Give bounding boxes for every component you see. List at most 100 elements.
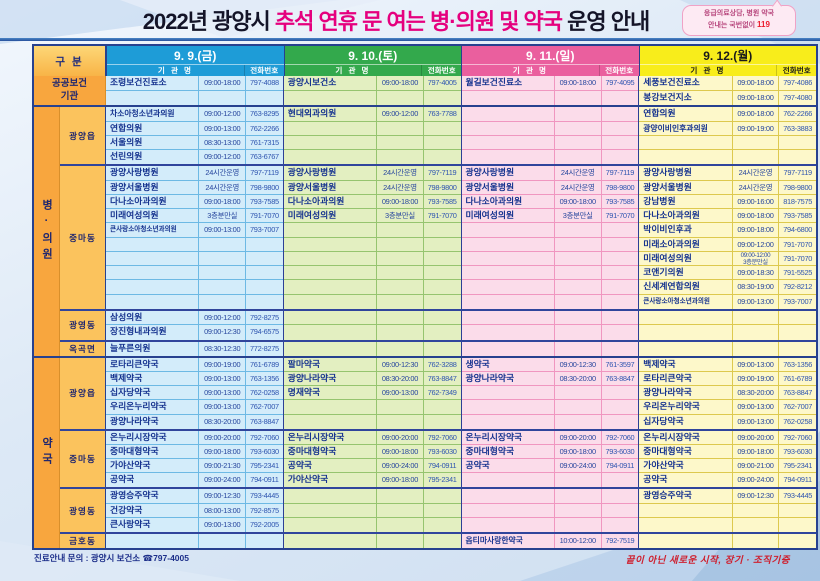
time-cell: 09:00-12:00 3층분만실 — [731, 251, 779, 267]
phone-cell: 794-6575 — [245, 325, 283, 340]
time-cell — [553, 325, 601, 340]
phone-cell — [778, 150, 816, 165]
phone-cell — [422, 237, 461, 252]
phone-cell: 763-8847 — [778, 386, 816, 401]
day-cells-4: 로타리큰약국 09:00-19:00 761-6789 — [638, 372, 816, 387]
group-rows: 광영승주약국 09:00-12:30 793-4445 광영승주약국 09:00-12:… — [106, 489, 816, 532]
day-cells-2: 광양사랑병원 24시간운영 797-7119 — [282, 166, 461, 181]
day-cells-2: 광양나라약국 08:30-20:00 763-8847 — [282, 372, 461, 387]
org-name-cell: 건강약국 — [106, 503, 199, 518]
org-name-cell: 미래여성의원 — [283, 209, 377, 224]
day-cells-2 — [282, 251, 461, 267]
org-name-header: 기 관 명 — [512, 66, 549, 75]
org-name-cell: 다나소아과의원 — [461, 194, 554, 210]
day-cells-2 — [282, 266, 461, 281]
phone-cell — [778, 311, 816, 326]
day-cells-1: 선린의원 09:00-12:00 763-6767 — [106, 150, 283, 165]
time-cell: 24시간운영 — [731, 180, 779, 195]
phone-cell: 797-7119 — [600, 166, 639, 181]
phone-cell — [600, 517, 639, 532]
table-row: 큰사랑소아청소년과의원 09:00-13:00 793-7007 박이비인후과 09:0… — [106, 223, 816, 238]
time-cell — [553, 414, 601, 429]
time-cell: 09:00-18:00 — [731, 90, 779, 106]
time-cell: 09:00-19:00 — [198, 357, 246, 373]
org-name-cell — [283, 223, 377, 238]
time-cell: 24시간운영 — [198, 180, 246, 195]
day-cells-4: 광양서울병원 24시간운영 798-9800 — [638, 180, 816, 195]
org-name-cell: 가야산약국 — [106, 459, 199, 474]
time-cell: 3층분만실 — [553, 209, 601, 224]
group-rows: 옵티마사랑한약국 10:00-12:00 792-7519 — [106, 533, 816, 548]
phone-cell — [600, 266, 639, 281]
phone-cell: 791-7070 — [600, 209, 639, 224]
phone-cell: 797-4095 — [600, 76, 639, 91]
org-name-cell: 광양서울병원 — [639, 180, 732, 195]
day-cells-3: 옵티마사랑한약국 10:00-12:00 792-7519 — [460, 533, 639, 548]
day-cells-1: 광양나라약국 08:30-20:00 763-8847 — [106, 414, 283, 429]
phone-cell: 794-0911 — [422, 459, 461, 474]
day-cells-2 — [282, 223, 461, 238]
day-cells-4: 우리온누리약국 09:00-13:00 762-7007 — [638, 400, 816, 415]
org-name-cell: 다나소아과의원 — [106, 194, 199, 210]
time-cell: 09:00-13:00 — [376, 386, 423, 401]
table-row: 조령보건진료소 09:00-18:00 797-4088 광양시보건소 09:00-18… — [106, 76, 816, 91]
table-row: 광양나라약국 08:30-20:00 763-8847 십자당약국 09:00-13:0… — [106, 414, 816, 429]
day-subheader: 기 관 명 전화번호 — [107, 64, 284, 76]
time-cell: 09:00-18:00 — [376, 473, 423, 488]
day-cells-4: 중마대형약국 09:00-18:00 793-6030 — [638, 444, 816, 460]
time-cell — [553, 294, 601, 309]
phone-cell — [600, 311, 639, 326]
phone-cell: 797-4080 — [778, 90, 816, 106]
day-cells-2 — [282, 121, 461, 136]
phone-cell — [422, 517, 461, 532]
phone-cell: 762-3288 — [422, 357, 461, 373]
org-name-cell — [283, 150, 377, 165]
time-cell — [553, 517, 601, 532]
day-cells-3: 온누리시장약국 09:00-20:00 792-7060 — [460, 430, 639, 445]
phone-cell: 763-8847 — [600, 372, 639, 387]
table-row: 미래여성의원 09:00-12:00 3층분만실 791-7070 — [106, 251, 816, 267]
org-name-cell — [283, 517, 377, 532]
phone-cell — [422, 294, 461, 309]
title-divider — [0, 38, 820, 41]
org-name-cell: 온누리시장약국 — [461, 430, 554, 445]
day-cells-2: 팔마약국 09:00-12:30 762-3288 — [282, 357, 461, 373]
day-cells-3 — [460, 121, 639, 136]
phone-cell: 798-9800 — [245, 180, 283, 195]
time-cell: 09:00-13:00 — [198, 372, 246, 387]
org-name-cell: 큰사랑소아청소년과의원 — [639, 294, 732, 309]
day-cells-4: 코앤기의원 09:00-18:30 791-5525 — [638, 266, 816, 281]
time-cell: 09:00-20:00 — [553, 430, 601, 445]
org-name-cell — [461, 266, 554, 281]
phone-cell: 763-1356 — [245, 372, 283, 387]
table-row: 광양서울병원 24시간운영 798-9800 광양서울병원 24시간운영 798-9800… — [106, 180, 816, 195]
emergency-info-bubble: 응급의료상담, 병원 약국 안내는 국번없이 119 — [682, 5, 796, 37]
time-cell: 08:30-20:00 — [553, 372, 601, 387]
phone-cell — [422, 503, 461, 518]
org-name-cell: 다나소아과의원 — [283, 194, 377, 210]
phone-cell: 793-7585 — [600, 194, 639, 210]
day-cells-2: 현대외과의원 09:00-12:00 763-7788 — [282, 107, 461, 122]
org-name-cell: 로타리큰약국 — [639, 372, 732, 387]
day-cells-3 — [460, 294, 639, 309]
phone-cell — [778, 517, 816, 532]
group-rows: 온누리시장약국 09:00-20:00 792-7060 온누리시장약국 09:00-2… — [106, 430, 816, 488]
org-name-cell: 미래여성의원 — [461, 209, 554, 224]
time-cell: 24시간운영 — [553, 166, 601, 181]
time-cell: 09:00-13:00 — [198, 386, 246, 401]
org-name-cell: 광양시보건소 — [283, 76, 377, 91]
time-cell — [376, 135, 423, 151]
time-cell: 09:00-18:00 — [376, 194, 423, 210]
phone-cell: 793-6030 — [600, 444, 639, 460]
day-cells-3 — [460, 266, 639, 281]
phone-cell — [422, 341, 461, 356]
day-cells-2 — [282, 311, 461, 326]
phone-cell — [422, 223, 461, 238]
org-name-cell — [461, 135, 554, 151]
org-name-cell — [461, 489, 554, 504]
phone-header: 전화번호 — [421, 65, 461, 76]
org-name-cell — [283, 121, 377, 136]
phone-cell — [422, 150, 461, 165]
section-label: 약국 — [34, 357, 60, 548]
day-cells-3 — [460, 311, 639, 326]
